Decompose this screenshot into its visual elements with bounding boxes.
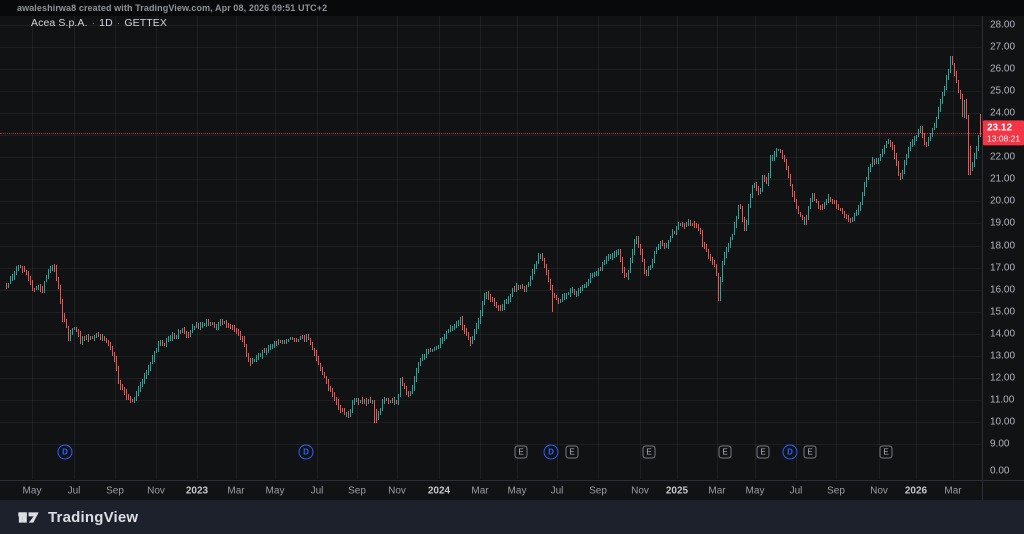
time-tick-month-label: May	[22, 485, 42, 497]
dividend-marker[interactable]: D	[782, 444, 798, 460]
time-tick-month-label: Nov	[631, 485, 649, 497]
time-tick-year-label: 2025	[665, 485, 689, 497]
time-tick-year-label: 2026	[904, 485, 928, 497]
time-tick-month-label: Mar	[471, 485, 489, 497]
price-tick-label: 21.00	[990, 173, 1016, 185]
footer-bar: TradingView	[0, 500, 1024, 534]
earnings-marker[interactable]: E	[718, 445, 732, 459]
price-tick-label: 13.00	[990, 350, 1016, 362]
price-tick-label: 9.00	[990, 438, 1010, 450]
time-tick-month-label: Sep	[827, 485, 845, 497]
legend-separator: ·	[91, 17, 96, 29]
price-tick-label: 20.00	[990, 195, 1016, 207]
time-tick-month-label: Mar	[708, 485, 726, 497]
price-tick-label: 17.00	[990, 262, 1016, 274]
tradingview-logo[interactable]: TradingView	[17, 509, 138, 526]
price-tick-label: 22.00	[990, 151, 1016, 163]
price-tick-label: 14.00	[990, 328, 1016, 340]
earnings-marker[interactable]: E	[879, 445, 893, 459]
time-tick-month-label: Nov	[147, 485, 165, 497]
price-tick-label: 24.00	[990, 107, 1016, 119]
price-tick-label: 28.00	[990, 19, 1016, 31]
time-axis[interactable]: May Jul Sep Nov 2023 Mar May Jul Sep Nov 2024 Mar Ma…	[0, 480, 1024, 501]
last-price-label: 23.12 13:08:21	[983, 120, 1024, 146]
dividend-marker[interactable]: D	[298, 444, 314, 460]
time-tick-month-label: Mar	[944, 485, 962, 497]
interval-label[interactable]: 1D	[99, 17, 113, 29]
price-tick-label: 15.00	[990, 306, 1016, 318]
price-axis[interactable]: 28.00 27.00 26.00 25.00 24.00 22.00 21.00 20.00…	[982, 16, 1024, 500]
time-tick-month-label: Mar	[227, 485, 245, 497]
time-tick-month-label: Nov	[388, 485, 406, 497]
price-tick-label: 19.00	[990, 217, 1016, 229]
price-tick-label: 11.00	[990, 394, 1015, 406]
time-tick-month-label: Sep	[589, 485, 607, 497]
price-tick-label: 16.00	[990, 284, 1016, 296]
time-tick-month-label: Jul	[67, 485, 81, 497]
watermark-text: awaleshirwa8 created with TradingView.co…	[17, 3, 328, 13]
exchange-label[interactable]: GETTEX	[124, 17, 168, 29]
time-tick-month-label: Nov	[870, 485, 888, 497]
dividend-marker[interactable]: D	[57, 444, 73, 460]
time-tick-month-label: Sep	[106, 485, 124, 497]
tradingview-logo-text: TradingView	[48, 508, 139, 526]
time-tick-month-label: May	[507, 485, 527, 497]
time-tick-month-label: Jul	[310, 485, 324, 497]
time-tick-year-label: 2023	[185, 485, 209, 497]
time-tick-month-label: May	[745, 485, 765, 497]
time-tick-month-label: Jul	[550, 485, 564, 497]
time-tick-month-label: Sep	[348, 485, 366, 497]
earnings-marker[interactable]: E	[514, 445, 528, 459]
price-tick-label: 0.00	[990, 465, 1010, 477]
symbol-name[interactable]: Acea S.p.A.	[31, 17, 88, 29]
earnings-marker[interactable]: E	[565, 445, 579, 459]
earnings-marker[interactable]: E	[756, 445, 770, 459]
last-price-line	[0, 133, 982, 134]
time-tick-month-label: Jul	[789, 485, 803, 497]
time-tick-year-label: 2024	[427, 485, 451, 497]
price-tick-label: 18.00	[990, 240, 1016, 252]
earnings-marker[interactable]: E	[642, 445, 656, 459]
watermark-bar: awaleshirwa8 created with TradingView.co…	[0, 0, 1024, 16]
dividend-marker[interactable]: D	[543, 444, 559, 460]
price-tick-label: 27.00	[990, 41, 1016, 53]
legend-separator: ·	[116, 17, 121, 29]
tradingview-logo-icon	[18, 511, 39, 523]
time-tick-month-label: May	[265, 485, 285, 497]
symbol-legend[interactable]: Acea S.p.A. · 1D · GETTEX	[31, 17, 167, 29]
last-price-value: 23.12	[987, 122, 1013, 134]
earnings-marker[interactable]: E	[803, 445, 817, 459]
price-tick-label: 12.00	[990, 372, 1016, 384]
price-tick-label: 10.00	[990, 416, 1016, 428]
price-tick-label: 25.00	[990, 85, 1016, 97]
countdown-timer: 13:08:21	[987, 132, 1021, 143]
price-tick-label: 26.00	[990, 63, 1016, 75]
